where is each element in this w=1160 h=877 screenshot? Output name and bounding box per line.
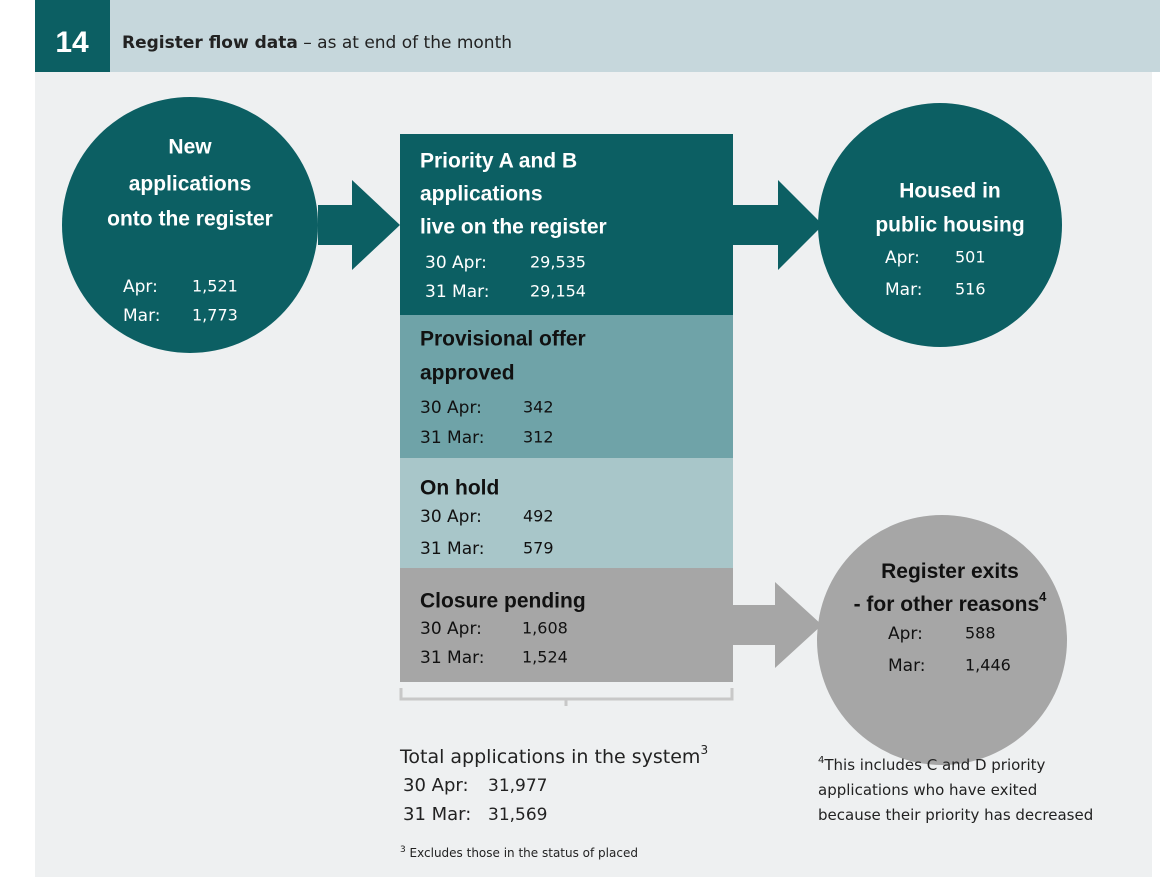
- row-label: 30 Apr:: [425, 253, 487, 273]
- footnote-text: Excludes those in the status of placed: [406, 846, 638, 860]
- note-marker: 3: [700, 743, 708, 757]
- row-value: 312: [523, 428, 554, 447]
- header-number: 14: [55, 26, 89, 59]
- node-title: On hold: [420, 477, 499, 500]
- row-value: 29,154: [530, 282, 586, 301]
- inflow-circle: [62, 97, 318, 353]
- stage-box: [400, 458, 733, 568]
- bracket: [399, 688, 734, 706]
- row-label: 30 Apr:: [403, 775, 469, 796]
- row-label: 31 Mar:: [420, 539, 485, 559]
- row-label: Mar:: [123, 306, 161, 326]
- note-marker: 3: [400, 845, 406, 855]
- title-line: - for other reasons: [854, 593, 1040, 616]
- row-label: Mar:: [888, 656, 926, 676]
- footnote-text: applications who have exited: [818, 781, 1037, 799]
- row-value: 29,535: [530, 253, 586, 272]
- note-marker: 4: [1039, 589, 1047, 604]
- row-value: 342: [523, 398, 554, 417]
- node-title: applications: [420, 183, 543, 206]
- row-value: 1,608: [522, 619, 568, 638]
- footnote: because their priority has decreased: [818, 806, 1093, 824]
- row-label: Apr:: [123, 277, 158, 297]
- node-title: - for other reasons4: [854, 589, 1048, 615]
- arrow: [318, 180, 400, 270]
- node-title: Housed in: [899, 180, 1001, 203]
- header-number-box: [35, 0, 110, 72]
- footnote: 4This includes C and D priority: [818, 755, 1046, 774]
- title: Register flow data: [122, 33, 298, 53]
- arrow: [682, 582, 822, 668]
- footnote-text: This includes C and D priority: [823, 756, 1045, 774]
- subtitle: – as at end of the month: [298, 33, 512, 53]
- row-label: 30 Apr:: [420, 398, 482, 418]
- node-title: Register exits: [881, 560, 1019, 583]
- row-value: 501: [955, 248, 986, 267]
- total-title: Total applications in the system3: [399, 743, 708, 768]
- row-value: 579: [523, 539, 554, 558]
- row-label: 30 Apr:: [420, 507, 482, 527]
- row-label: 31 Mar:: [420, 648, 485, 668]
- row-label: Mar:: [885, 280, 923, 300]
- node-title: approved: [420, 362, 515, 385]
- row-label: Apr:: [888, 624, 923, 644]
- node-title: live on the register: [420, 216, 607, 239]
- arrow: [733, 180, 823, 270]
- total-text: Total applications in the system: [399, 746, 700, 768]
- node-title: Closure pending: [420, 590, 586, 613]
- node-title: applications: [129, 173, 252, 196]
- title-line: Register exits: [881, 560, 1019, 583]
- footnote: applications who have exited: [818, 781, 1037, 799]
- housed-circle: [818, 103, 1062, 347]
- row-value: 31,977: [488, 776, 547, 796]
- header-band: [110, 0, 1160, 72]
- row-value: 1,446: [965, 656, 1011, 675]
- row-value: 516: [955, 280, 986, 299]
- stage-box: [400, 315, 733, 458]
- stage-box: [400, 568, 733, 682]
- node-title: onto the register: [107, 208, 273, 231]
- node-title: New: [168, 136, 212, 159]
- row-label: 31 Mar:: [425, 282, 490, 302]
- node-title: Provisional offer: [420, 328, 586, 351]
- row-value: 492: [523, 507, 554, 526]
- row-label: 31 Mar:: [420, 428, 485, 448]
- node-title: Priority A and B: [420, 150, 577, 173]
- footnote-text: because their priority has decreased: [818, 806, 1093, 824]
- row-value: 1,524: [522, 648, 568, 667]
- header-title: Register flow data – as at end of the mo…: [122, 33, 512, 53]
- note-marker: 4: [818, 755, 824, 766]
- exits-circle: [817, 515, 1067, 765]
- row-value: 588: [965, 624, 996, 643]
- row-value: 1,521: [192, 277, 238, 296]
- row-value: 31,569: [488, 805, 547, 825]
- footnote: 3 Excludes those in the status of placed: [400, 845, 638, 860]
- row-value: 1,773: [192, 306, 238, 325]
- row-label: Apr:: [885, 248, 920, 268]
- row-label: 31 Mar:: [403, 804, 471, 825]
- row-label: 30 Apr:: [420, 619, 482, 639]
- stage-box: [400, 134, 733, 315]
- node-title: public housing: [875, 214, 1024, 237]
